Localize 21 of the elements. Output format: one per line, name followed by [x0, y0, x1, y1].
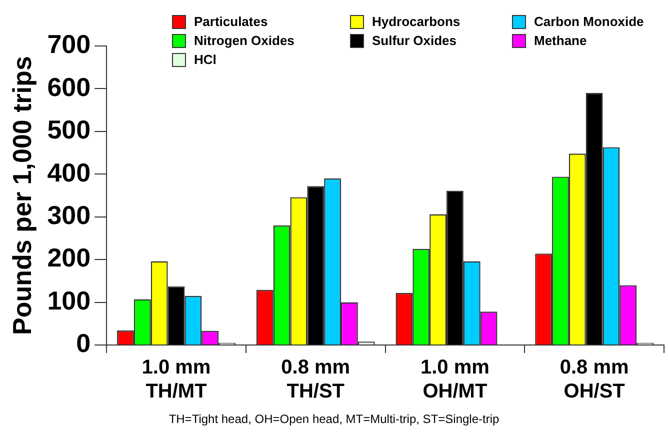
x-tick-label: 1.0 mm TH/MT [142, 356, 211, 403]
legend-label: Carbon Monoxide [534, 14, 644, 29]
y-tick-label: 600 [47, 72, 91, 102]
y-tick-label: 0 [76, 328, 91, 358]
y-axis-title: Pounds per 1,000 trips [6, 56, 37, 335]
y-tick-label: 700 [47, 29, 91, 60]
legend-label: HCl [194, 52, 216, 67]
y-tick-label: 300 [47, 200, 91, 230]
legend-label: Sulfur Oxides [372, 33, 457, 48]
legend-label: Methane [534, 33, 587, 48]
x-tick-label: 1.0 mm OH/MT [420, 356, 490, 403]
x-tick-label: 0.8 mm OH/ST [560, 356, 629, 403]
legend-label: Particulates [194, 14, 268, 29]
text: TH=Tight head, OH=Open head, MT=Multi-trip, ST=Single-trip [168, 412, 500, 426]
legend-label: Hydrocarbons [372, 14, 460, 29]
legend-label: Nitrogen Oxides [194, 33, 294, 48]
y-tick-label: 100 [47, 285, 91, 316]
y-tick-label: 200 [47, 242, 91, 273]
y-tick-label: 400 [47, 157, 91, 188]
y-tick-label: 500 [47, 114, 91, 145]
x-tick-label: 0.8 mm TH/ST [281, 356, 350, 403]
